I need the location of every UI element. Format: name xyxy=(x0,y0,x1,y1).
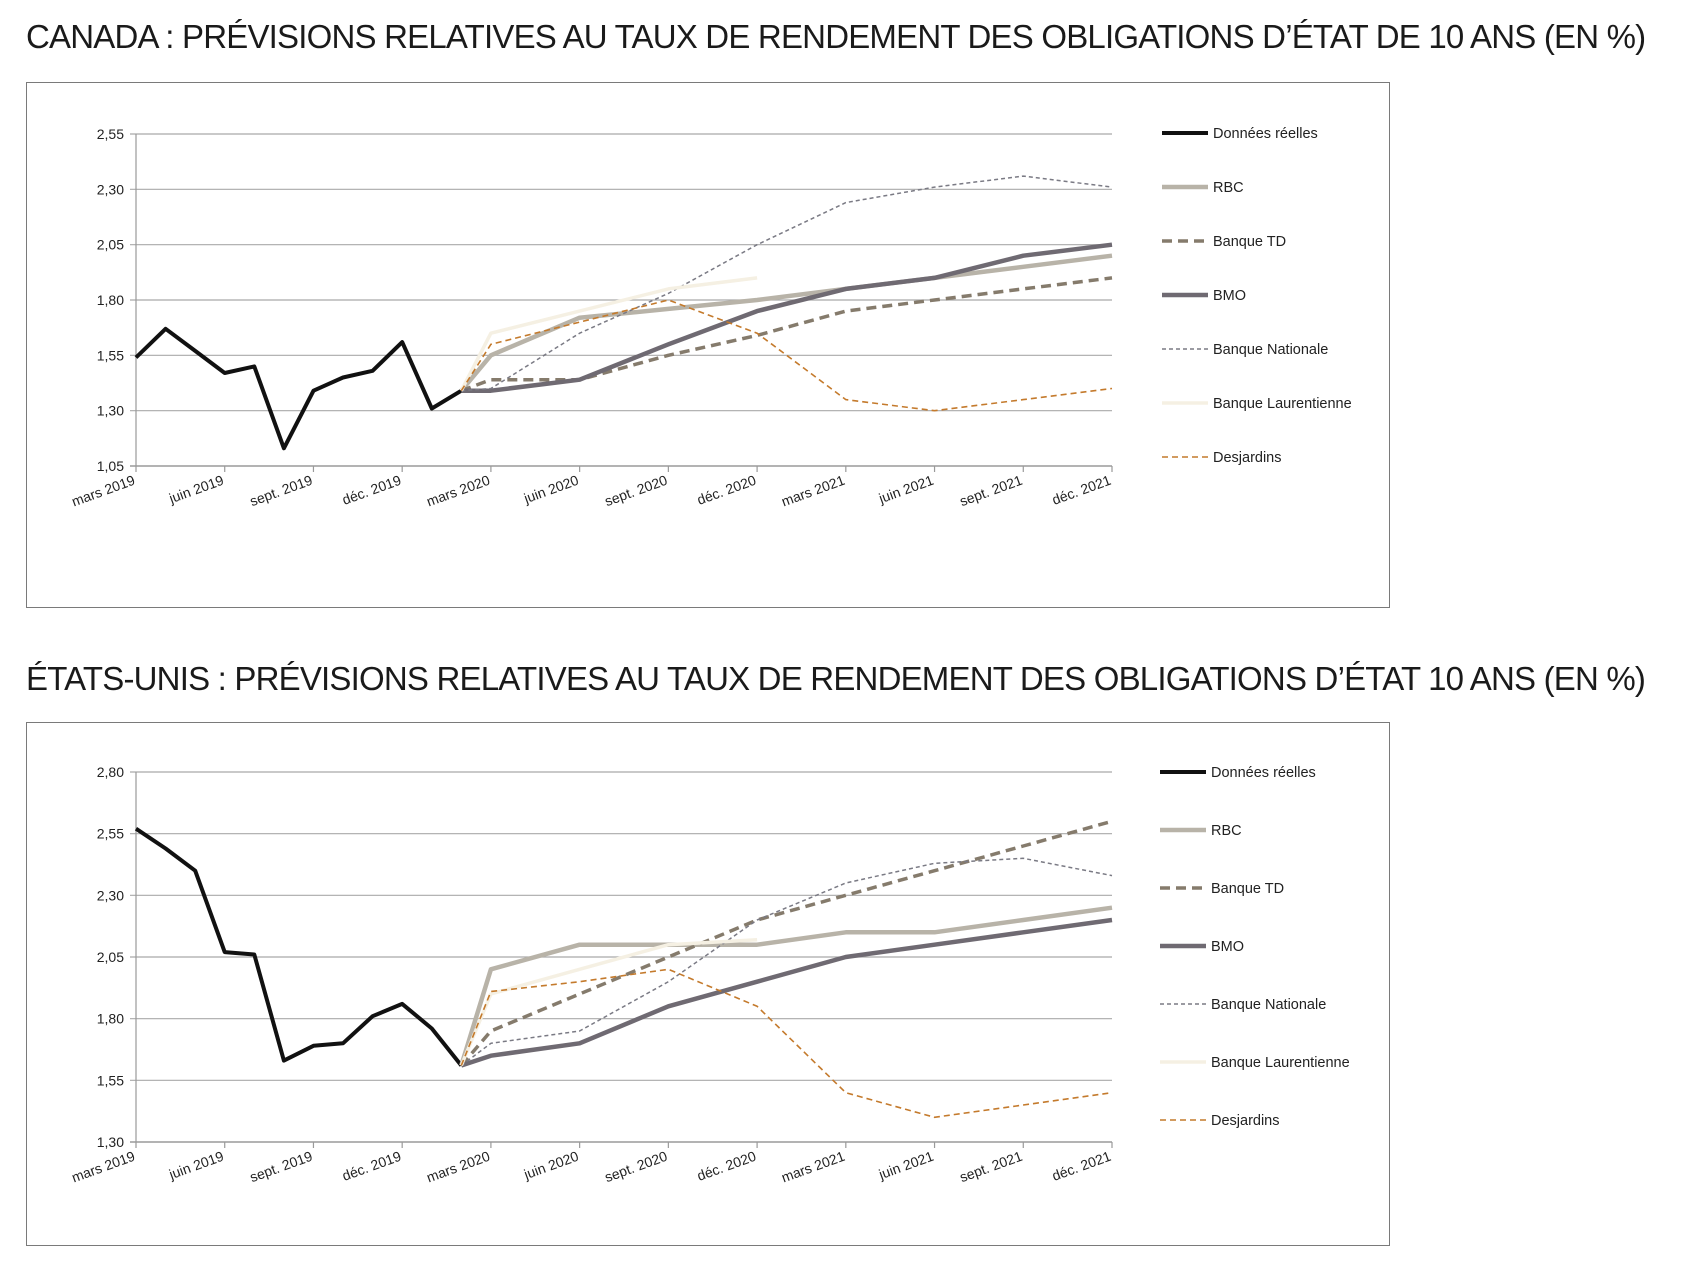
canada-series-line xyxy=(459,276,758,392)
us-x-tick-label: déc. 2021 xyxy=(1050,1148,1113,1184)
canada-x-tick-label: déc. 2021 xyxy=(1050,472,1113,508)
canada-series-line xyxy=(459,253,1113,393)
us-legend: Données réelles RBC Banque TD BMO Banque Nat… xyxy=(1160,765,1350,1129)
us-legend-label: BMO xyxy=(1211,939,1244,955)
us-legend-label: Banque TD xyxy=(1211,881,1284,897)
canada-legend-label: Données réelles xyxy=(1213,126,1318,142)
us-x-tick-label: juin 2020 xyxy=(521,1148,581,1183)
us-y-tick-label: 1,30 xyxy=(97,1134,124,1150)
canada-legend: Données réelles RBC Banque TD BMO Banque Nat… xyxy=(1162,126,1352,466)
us-x-tick-label: mars 2019 xyxy=(69,1148,137,1186)
us-series-line xyxy=(460,968,1113,1119)
us-chart-title: ÉTATS-UNIS : PRÉVISIONS RELATIVES AU TAU… xyxy=(26,660,1646,697)
us-x-tick-label: sept. 2021 xyxy=(957,1148,1024,1185)
us-legend-label: Banque Laurentienne xyxy=(1211,1055,1350,1071)
us-series-line xyxy=(460,857,1113,1067)
canada-y-tick-label: 1,30 xyxy=(97,403,124,419)
us-series-line xyxy=(460,917,1113,1068)
canada-y-tick-label: 1,05 xyxy=(97,458,124,474)
us-plot: 1,30 1,55 1,80 2,05 2,30 2,55 2,80 mars 2019 jui… xyxy=(69,764,1113,1185)
us-y-tick-label: 2,05 xyxy=(97,949,124,965)
canada-x-tick-label: juin 2019 xyxy=(166,472,226,507)
us-x-tick-label: sept. 2020 xyxy=(602,1148,669,1185)
canada-x-tick-label: sept. 2020 xyxy=(602,472,669,509)
canada-x-tick-label: déc. 2020 xyxy=(695,472,758,508)
us-series-line xyxy=(459,905,1113,1067)
canada-legend-label: Desjardins xyxy=(1213,450,1282,466)
canada-y-tick-label: 2,05 xyxy=(97,237,124,253)
canada-x-tick-label: juin 2020 xyxy=(521,472,581,507)
us-legend-label: RBC xyxy=(1211,823,1242,839)
us-series-line xyxy=(459,937,758,1067)
us-x-tick-label: déc. 2019 xyxy=(340,1148,403,1184)
us-legend-label: Banque Nationale xyxy=(1211,997,1326,1013)
canada-x-tick-label: mars 2021 xyxy=(779,472,847,510)
canada-series-line xyxy=(461,242,1113,393)
canada-chart-title: CANADA : PRÉVISIONS RELATIVES AU TAUX DE… xyxy=(26,18,1646,55)
us-series-line xyxy=(459,819,1113,1067)
us-x-tick-label: mars 2020 xyxy=(424,1148,492,1186)
us-series-line xyxy=(134,827,463,1067)
canada-x-tick-label: mars 2019 xyxy=(69,472,137,510)
canada-legend-label: BMO xyxy=(1213,288,1246,304)
us-x-tick-label: mars 2021 xyxy=(779,1148,847,1186)
us-x-tick-label: déc. 2020 xyxy=(695,1148,758,1184)
canada-y-tick-label: 1,80 xyxy=(97,292,124,308)
canada-x-tick-label: juin 2021 xyxy=(876,472,936,507)
us-y-tick-label: 1,80 xyxy=(97,1011,124,1027)
canada-x-tick-label: sept. 2019 xyxy=(248,472,315,509)
canada-y-tick-label: 1,55 xyxy=(97,347,124,363)
canada-series-line xyxy=(461,175,1113,392)
us-x-tick-label: juin 2021 xyxy=(876,1148,936,1183)
us-y-tick-label: 1,55 xyxy=(97,1072,124,1088)
us-y-tick-label: 2,80 xyxy=(97,764,124,780)
canada-x-tick-label: mars 2020 xyxy=(424,472,492,510)
us-x-tick-label: juin 2019 xyxy=(166,1148,226,1183)
canada-legend-label: RBC xyxy=(1213,180,1244,196)
canada-legend-label: Banque Nationale xyxy=(1213,342,1328,358)
us-legend-label: Desjardins xyxy=(1211,1113,1280,1129)
canada-series-line xyxy=(460,276,1113,393)
us-legend-label: Données réelles xyxy=(1211,765,1316,781)
canada-series-line xyxy=(134,326,463,451)
canada-x-tick-label: déc. 2019 xyxy=(340,472,403,508)
us-x-tick-label: sept. 2019 xyxy=(248,1148,315,1185)
canada-chart-frame xyxy=(26,82,1390,608)
us-chart-frame xyxy=(26,722,1390,1246)
canada-y-tick-label: 2,30 xyxy=(97,181,124,197)
us-y-tick-label: 2,30 xyxy=(97,887,124,903)
canada-x-tick-label: sept. 2021 xyxy=(957,472,1024,509)
canada-legend-label: Banque Laurentienne xyxy=(1213,396,1352,412)
canada-series-line xyxy=(460,299,1113,412)
canada-legend-label: Banque TD xyxy=(1213,234,1286,250)
canada-plot: 1,05 1,30 1,55 1,80 2,05 2,30 2,55 mars 2019 jui… xyxy=(69,126,1113,509)
canada-y-tick-label: 2,55 xyxy=(97,126,124,142)
us-y-tick-label: 2,55 xyxy=(97,826,124,842)
